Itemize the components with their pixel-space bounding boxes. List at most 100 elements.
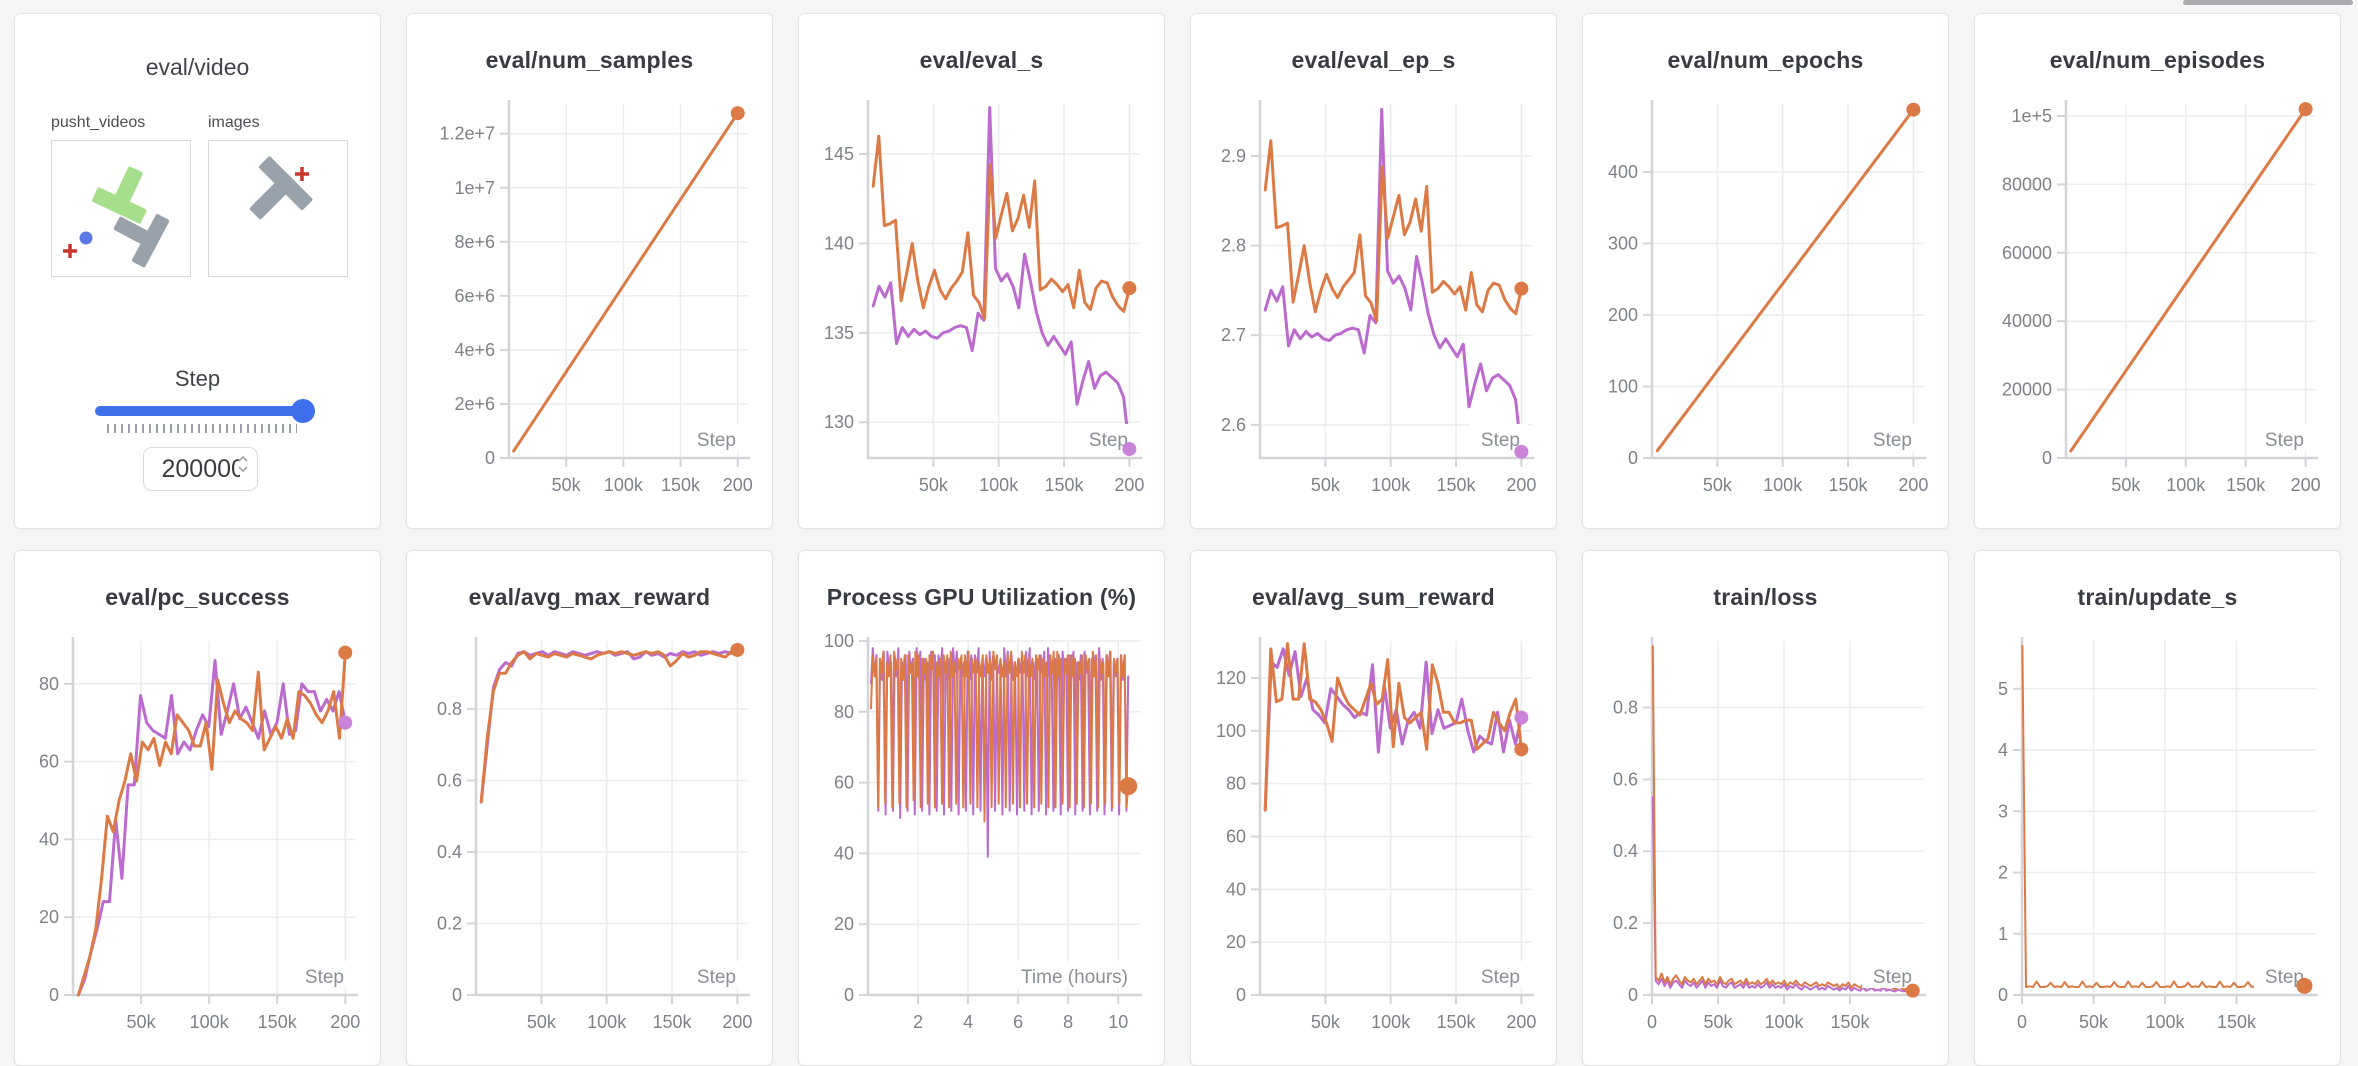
svg-text:1e+5: 1e+5	[2011, 106, 2052, 126]
svg-text:2.8: 2.8	[1221, 236, 1246, 256]
svg-text:0.4: 0.4	[1613, 841, 1638, 861]
svg-text:80000: 80000	[2002, 174, 2052, 194]
panel-eval-num-epochs: eval/num_epochs 0 100 200 300 400 50k 100k 150k…	[1582, 13, 1949, 529]
chart-svg: 0 1 2 3 4 5 0 50k 100k 150k Step	[1998, 637, 2318, 1032]
panel-train-update-s: train/update_s 0 1 2 3 4 5 0 50k 100k 150k Step	[1974, 550, 2341, 1066]
eval-pc-success-plot[interactable]: 0 20 40 60 80 50k 100k 150k 200 Step	[21, 623, 374, 1051]
svg-text:100: 100	[1216, 721, 1246, 741]
chart-title: train/loss	[1713, 584, 1818, 610]
chart-svg: 0 100 200 300 400 50k 100k 150k 200 Step	[1608, 100, 1928, 495]
svg-text:40: 40	[834, 843, 854, 863]
svg-text:Step: Step	[697, 967, 736, 988]
train-loss-plot[interactable]: 0 0.2 0.4 0.6 0.8 0 50k 100k 150k Step	[1589, 623, 1942, 1051]
chart-svg: 0 20 40 60 80 100 2 4 6 8 10 Time (hours)	[824, 631, 1142, 1032]
agent-dot	[79, 231, 93, 245]
svg-text:150k: 150k	[661, 475, 701, 495]
svg-text:100: 100	[824, 631, 854, 651]
eval-num-epochs-plot[interactable]: 0 100 200 300 400 50k 100k 150k 200 Step	[1589, 86, 1942, 514]
svg-text:150k: 150k	[1437, 1012, 1477, 1032]
step-slider-tick-marks	[107, 424, 297, 433]
svg-text:150k: 150k	[258, 1012, 298, 1032]
svg-text:100k: 100k	[2145, 1012, 2185, 1032]
images-scene-image	[249, 156, 313, 220]
svg-text:200: 200	[722, 1012, 752, 1032]
svg-text:60: 60	[834, 773, 854, 793]
goal-cross-icon	[63, 244, 77, 258]
svg-text:10: 10	[1108, 1012, 1128, 1032]
process-gpu-utilization-plot[interactable]: 0 20 40 60 80 100 2 4 6 8 10 Time (hours)	[805, 623, 1158, 1051]
svg-text:0: 0	[452, 985, 462, 1005]
chart-svg: 0 2e+6 4e+6 6e+6 8e+6 1e+7 1.2e+7 50k 100k 150k 20…	[439, 100, 753, 495]
eval-eval-s-plot[interactable]: 130 135 140 145 50k 100k 150k 200 Step	[805, 86, 1158, 514]
svg-text:135: 135	[824, 323, 854, 343]
svg-text:4: 4	[963, 1012, 973, 1032]
chart-svg: 0 20000 40000 60000 80000 1e+5 50k 100k 150k 200 S…	[2002, 100, 2321, 495]
eval-avg-max-reward-plot[interactable]: 0 0.2 0.4 0.6 0.8 50k 100k 150k 200 Step	[413, 623, 766, 1051]
chart-svg: 0 20 40 60 80 50k 100k 150k 200 Step	[39, 637, 360, 1032]
svg-text:2e+6: 2e+6	[454, 394, 495, 414]
svg-text:200: 200	[1506, 1012, 1536, 1032]
horizontal-scrollbar-thumb[interactable]	[2183, 0, 2353, 5]
panel-eval-pc-success: eval/pc_success 0 20 40 60 80 50k 100k 150k 200 S…	[14, 550, 381, 1066]
svg-text:Step: Step	[1481, 967, 1520, 988]
eval-avg-sum-reward-plot[interactable]: 0 20 40 60 80 100 120 50k 100k 150k 200 Step	[1197, 623, 1550, 1051]
svg-text:2.6: 2.6	[1221, 415, 1246, 435]
step-input-container	[143, 447, 258, 491]
eval-num-samples-plot[interactable]: 0 2e+6 4e+6 6e+6 8e+6 1e+7 1.2e+7 50k 100k 150k 20…	[413, 86, 766, 514]
panel-eval-avg-max-reward: eval/avg_max_reward 0 0.2 0.4 0.6 0.8 50k 100k…	[406, 550, 773, 1066]
svg-text:60: 60	[39, 752, 59, 772]
svg-text:2.9: 2.9	[1221, 146, 1246, 166]
chevron-up-icon[interactable]	[237, 455, 249, 463]
train-update-s-plot[interactable]: 0 1 2 3 4 5 0 50k 100k 150k Step	[1981, 623, 2334, 1051]
svg-text:0: 0	[2042, 448, 2052, 468]
svg-text:200: 200	[1506, 475, 1536, 495]
svg-text:Step: Step	[2265, 967, 2304, 988]
step-slider-thumb[interactable]	[291, 399, 315, 423]
step-input-spinner[interactable]	[237, 455, 249, 473]
chart-svg: 130 135 140 145 50k 100k 150k 200 Step	[824, 100, 1144, 495]
svg-text:150k: 150k	[653, 1012, 693, 1032]
svg-text:Time (hours): Time (hours)	[1021, 967, 1128, 988]
pusht-scene-image	[63, 166, 170, 268]
media-item-label-images: images	[208, 114, 260, 131]
svg-text:50k: 50k	[527, 1012, 557, 1032]
chart-title: eval/num_samples	[485, 47, 694, 73]
chart-title: eval/eval_s	[919, 47, 1044, 73]
svg-text:0: 0	[485, 448, 495, 468]
svg-text:0: 0	[1998, 985, 2008, 1005]
svg-text:130: 130	[824, 412, 854, 432]
chart-title: eval/num_epochs	[1667, 47, 1864, 73]
svg-text:50k: 50k	[127, 1012, 157, 1032]
media-thumbnail-pusht-videos[interactable]	[51, 140, 191, 277]
eval-num-episodes-plot[interactable]: 0 20000 40000 60000 80000 1e+5 50k 100k 150k 200 S…	[1981, 86, 2334, 514]
svg-text:Step: Step	[1873, 430, 1912, 451]
svg-text:6: 6	[1013, 1012, 1023, 1032]
svg-text:400: 400	[1608, 162, 1638, 182]
svg-text:200: 200	[330, 1012, 360, 1032]
svg-text:200: 200	[2291, 475, 2321, 495]
svg-text:3: 3	[1998, 801, 2008, 821]
svg-text:0.4: 0.4	[437, 842, 462, 862]
svg-text:Step: Step	[305, 967, 344, 988]
svg-text:100k: 100k	[1763, 475, 1803, 495]
eval-eval-ep-s-plot[interactable]: 2.6 2.7 2.8 2.9 50k 100k 150k 200 Step	[1197, 86, 1550, 514]
media-thumbnail-images[interactable]	[208, 140, 348, 277]
svg-text:200: 200	[1898, 475, 1928, 495]
svg-text:8: 8	[1063, 1012, 1073, 1032]
step-input[interactable]	[161, 454, 240, 484]
svg-text:Step: Step	[1089, 430, 1128, 451]
step-slider[interactable]	[95, 399, 315, 423]
svg-text:0.6: 0.6	[437, 770, 462, 790]
svg-text:100k: 100k	[1371, 1012, 1411, 1032]
svg-text:100k: 100k	[979, 475, 1019, 495]
svg-text:0.2: 0.2	[437, 913, 462, 933]
panel-train-loss: train/loss 0 0.2 0.4 0.6 0.8 0 50k 100k 150k Step	[1582, 550, 1949, 1066]
svg-text:120: 120	[1216, 668, 1246, 688]
svg-text:20: 20	[834, 914, 854, 934]
chart-title: train/update_s	[2077, 584, 2238, 610]
chevron-down-icon[interactable]	[237, 465, 249, 473]
svg-text:0.8: 0.8	[437, 699, 462, 719]
svg-text:150k: 150k	[2217, 1012, 2257, 1032]
panel-eval-eval-ep-s: eval/eval_ep_s 2.6 2.7 2.8 2.9 50k 100k 150k 20…	[1190, 13, 1557, 529]
svg-text:Step: Step	[1873, 967, 1912, 988]
